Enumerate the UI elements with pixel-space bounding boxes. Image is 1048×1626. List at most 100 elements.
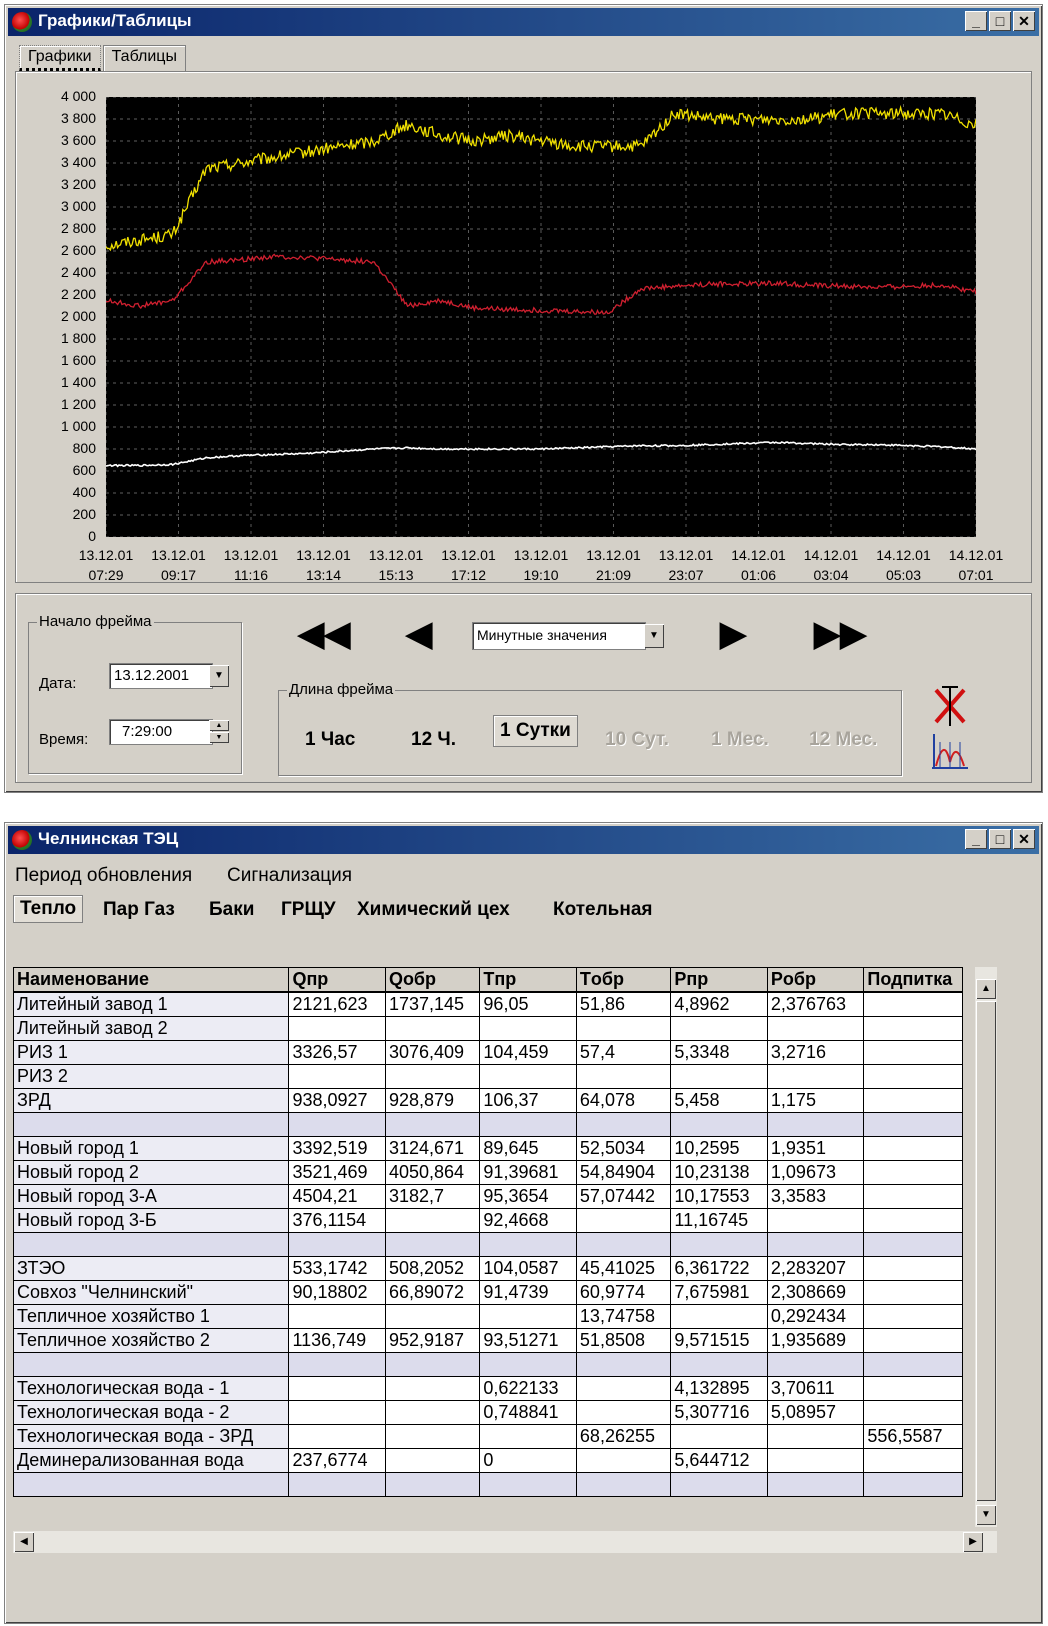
scroll-thumb[interactable] [976,1001,996,1501]
value-cell[interactable] [863,1208,963,1233]
last-frame-button[interactable]: ▶▶ [814,615,867,653]
value-cell[interactable] [575,1448,672,1473]
value-cell[interactable]: 3521,469 [288,1160,386,1185]
close-button[interactable]: ✕ [1013,11,1035,31]
value-cell[interactable] [575,1376,672,1401]
value-cell[interactable] [766,1232,865,1257]
row-name-cell[interactable]: Новый город 1 [12,1136,290,1161]
value-cell[interactable] [575,1064,672,1089]
mode-select-dropdown-button[interactable]: ▼ [644,624,664,648]
value-cell[interactable]: 1136,749 [288,1328,386,1353]
length-12h[interactable]: 12 Ч. [411,729,457,750]
value-cell[interactable] [863,1088,963,1113]
value-cell[interactable] [863,1448,963,1473]
value-cell[interactable]: 10,17553 [670,1184,768,1209]
value-cell[interactable] [863,1400,963,1425]
value-cell[interactable]: 3392,519 [288,1136,386,1161]
row-name-cell[interactable]: ЗТЭО [12,1256,290,1281]
value-cell[interactable]: 51,8508 [575,1328,672,1353]
menu-alarms[interactable]: Сигнализация [227,865,353,886]
value-cell[interactable]: 4050,864 [384,1160,481,1185]
value-cell[interactable] [384,1424,481,1449]
cursor-tool-icon[interactable] [932,686,968,726]
value-cell[interactable] [766,1424,865,1449]
time-spin-down[interactable]: ▼ [209,732,229,743]
value-cell[interactable]: 13,74758 [575,1304,672,1329]
value-cell[interactable]: 92,4668 [479,1208,577,1233]
row-name-cell[interactable]: РИЗ 1 [12,1040,290,1065]
value-cell[interactable]: 91,39681 [479,1160,577,1185]
column-header[interactable]: Подпитка [863,967,963,993]
row-name-cell[interactable]: Технологическая вода - 1 [12,1376,290,1401]
charts-titlebar[interactable]: Графики/Таблицы _ □ ✕ [8,8,1039,36]
value-cell[interactable] [384,1112,481,1137]
value-cell[interactable] [766,1016,865,1041]
horizontal-scrollbar[interactable]: ◀ ▶ [13,1531,997,1553]
value-cell[interactable]: 5,458 [670,1088,768,1113]
row-name-cell[interactable]: Новый город 3-А [12,1184,290,1209]
time-spin-up[interactable]: ▲ [209,720,229,731]
value-cell[interactable]: 2121,623 [288,991,386,1017]
value-cell[interactable]: 68,26255 [575,1424,672,1449]
value-cell[interactable]: 6,361722 [670,1256,768,1281]
value-cell[interactable]: 0,748841 [479,1400,577,1425]
value-cell[interactable] [288,1064,386,1089]
value-cell[interactable] [479,1232,577,1257]
value-cell[interactable]: 0 [479,1448,577,1473]
column-header[interactable]: Tпр [479,967,577,993]
column-header[interactable]: Наименование [12,967,290,993]
value-cell[interactable] [479,1016,577,1041]
value-cell[interactable]: 51,86 [575,991,672,1017]
value-cell[interactable]: 4,132895 [670,1376,768,1401]
value-cell[interactable] [384,1016,481,1041]
value-cell[interactable]: 57,07442 [575,1184,672,1209]
value-cell[interactable] [670,1112,768,1137]
value-cell[interactable] [766,1448,865,1473]
value-cell[interactable]: 104,0587 [479,1256,577,1281]
row-name-cell[interactable]: Тепличное хозяйство 1 [12,1304,290,1329]
value-cell[interactable] [288,1304,386,1329]
value-cell[interactable]: 508,2052 [384,1256,481,1281]
value-cell[interactable] [766,1352,865,1377]
value-cell[interactable] [479,1424,577,1449]
value-cell[interactable]: 57,4 [575,1040,672,1065]
value-cell[interactable]: 91,4739 [479,1280,577,1305]
row-name-cell[interactable]: Литейный завод 2 [12,1016,290,1041]
row-name-cell[interactable]: РИЗ 2 [12,1064,290,1089]
value-cell[interactable] [384,1064,481,1089]
value-cell[interactable]: 93,51271 [479,1328,577,1353]
value-cell[interactable]: 2,376763 [766,991,865,1017]
value-cell[interactable]: 10,23138 [670,1160,768,1185]
value-cell[interactable]: 4504,21 [288,1184,386,1209]
sheet-tab[interactable]: Баки [209,899,255,920]
value-cell[interactable]: 2,283207 [766,1256,865,1281]
value-cell[interactable] [863,1328,963,1353]
length-1h[interactable]: 1 Час [305,729,356,750]
value-cell[interactable]: 10,2595 [670,1136,768,1161]
value-cell[interactable]: 1,175 [766,1088,865,1113]
value-cell[interactable]: 3,70611 [766,1376,865,1401]
value-cell[interactable] [384,1352,481,1377]
value-cell[interactable] [863,1472,963,1497]
value-cell[interactable]: 7,675981 [670,1280,768,1305]
value-cell[interactable]: 96,05 [479,991,577,1017]
value-cell[interactable] [766,1112,865,1137]
column-header[interactable]: Qобр [384,967,481,993]
prev-frame-button[interactable]: ◀ [406,615,433,653]
value-cell[interactable] [384,1304,481,1329]
row-name-cell[interactable] [12,1472,290,1497]
sheet-tab[interactable]: Химический цех [357,899,510,920]
row-name-cell[interactable]: Технологическая вода - 2 [12,1400,290,1425]
value-cell[interactable]: 64,078 [575,1088,672,1113]
vertical-scrollbar[interactable]: ▲ ▼ [975,967,997,1527]
tab-graphs[interactable]: Графики [19,45,101,71]
value-cell[interactable]: 1,09673 [766,1160,865,1185]
value-cell[interactable] [384,1376,481,1401]
value-cell[interactable] [384,1208,481,1233]
value-cell[interactable]: 3,2716 [766,1040,865,1065]
row-name-cell[interactable]: Литейный завод 1 [12,991,290,1017]
value-cell[interactable] [863,1136,963,1161]
value-cell[interactable] [575,1208,672,1233]
table-titlebar[interactable]: Челнинская ТЭЦ _ □ ✕ [8,826,1039,854]
value-cell[interactable] [670,1424,768,1449]
